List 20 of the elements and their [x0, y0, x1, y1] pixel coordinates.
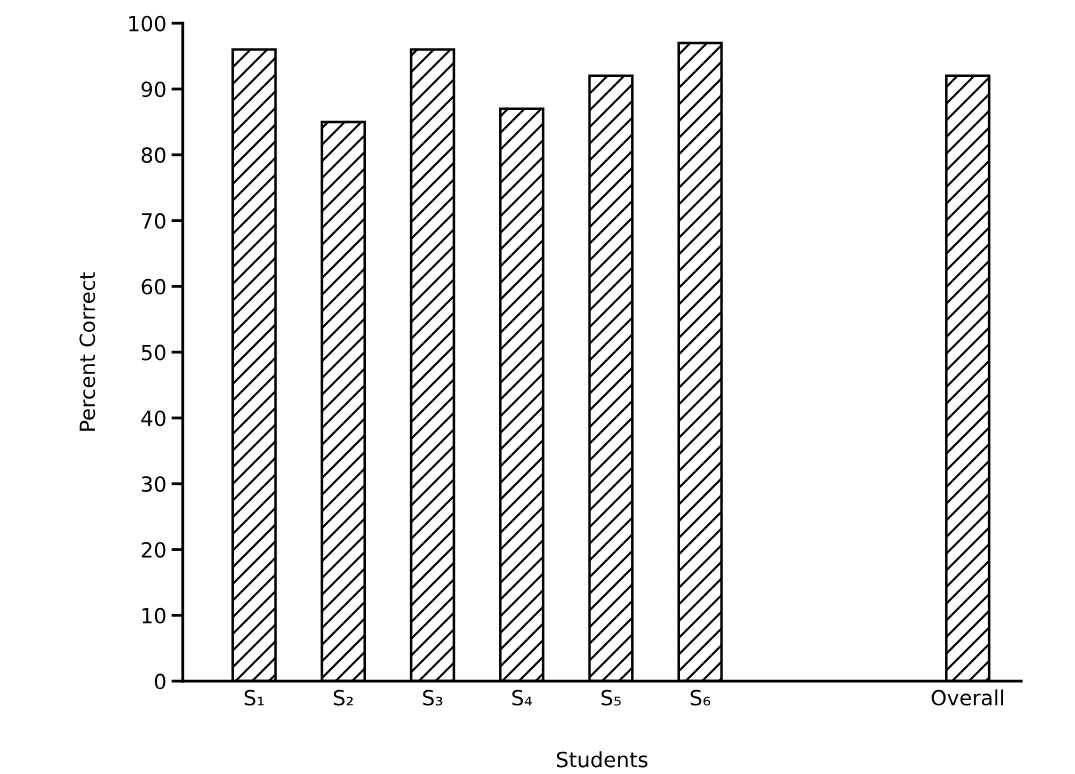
y-tick-label: 60	[141, 278, 166, 295]
y-tick-label: 70	[141, 213, 166, 229]
y-tick-label: 90	[141, 81, 166, 98]
y-tick-label: 10	[142, 607, 166, 624]
x-tick-label: S₁	[244, 689, 264, 706]
y-tick-label: 80	[141, 147, 166, 164]
y-tick-label: 50	[141, 344, 166, 361]
x-tick-label: S₄	[512, 689, 532, 706]
y-tick-label: 0	[154, 673, 166, 690]
y-tick-label: 100	[129, 15, 166, 32]
x-tick-label: S₆	[690, 689, 711, 706]
y-axis-title: Percent Correct	[79, 272, 96, 431]
x-tick-label: S₅	[601, 689, 621, 706]
x-tick-label: Overall	[931, 689, 1003, 706]
y-tick-label: 30	[141, 476, 166, 492]
x-tick-label: S₂	[333, 689, 353, 706]
y-tick-label: 40	[141, 410, 166, 427]
x-tick-label: S₃	[423, 689, 443, 706]
x-axis-title: Students	[556, 751, 648, 768]
y-tick-label: 20	[141, 541, 166, 558]
